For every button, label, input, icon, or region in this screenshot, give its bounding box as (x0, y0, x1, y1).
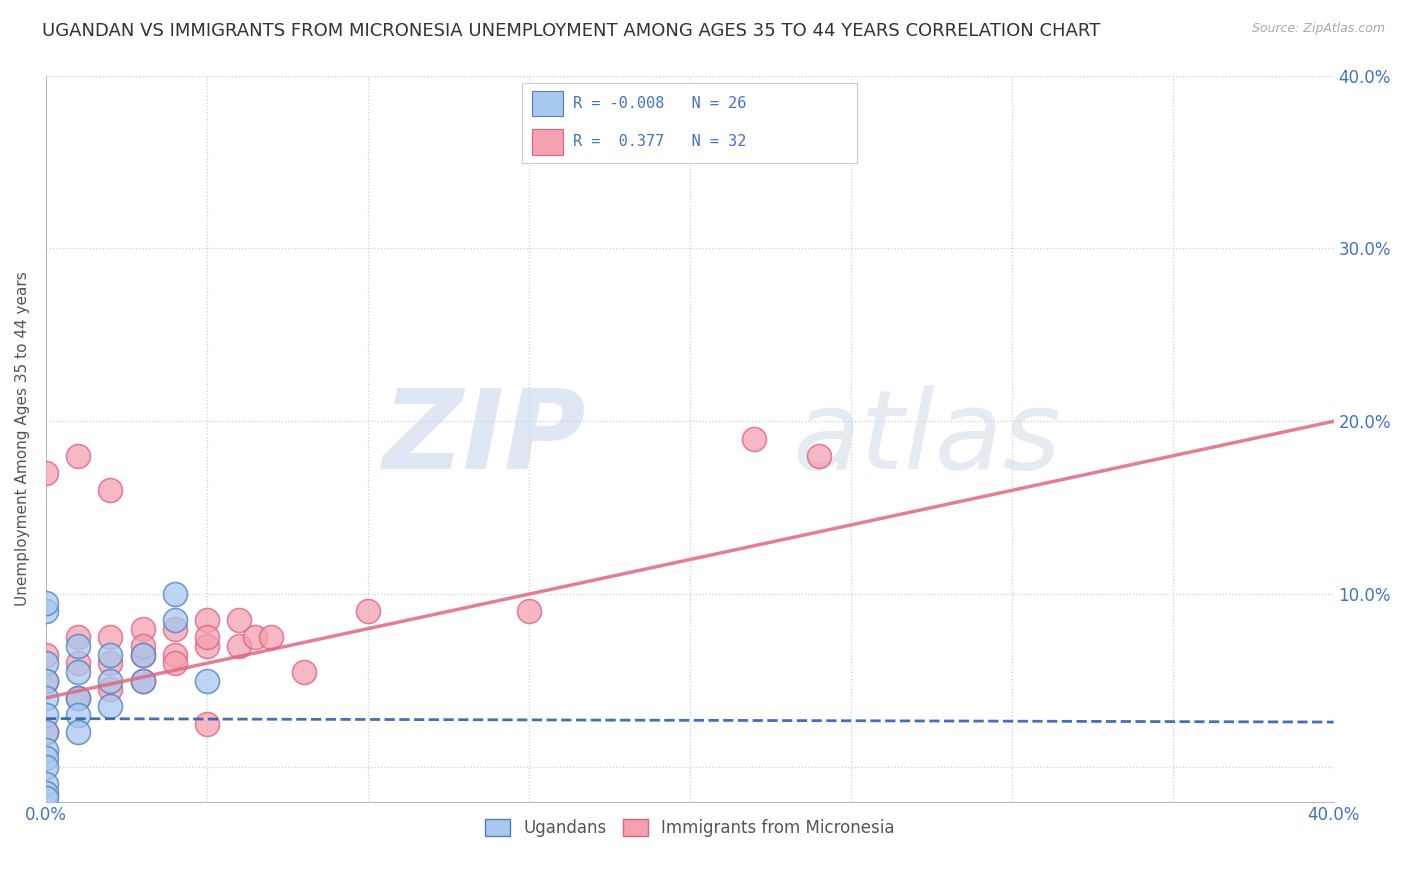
Point (67, 657, 90, 671)
Y-axis label: Unemployment Among Ages 35 to 44 years: Unemployment Among Ages 35 to 44 years (15, 271, 30, 606)
Point (35, 786, 58, 800)
Point (228, 613, 250, 627)
Text: UGANDAN VS IMMIGRANTS FROM MICRONESIA UNEMPLOYMENT AMONG AGES 35 TO 44 YEARS COR: UGANDAN VS IMMIGRANTS FROM MICRONESIA UN… (42, 22, 1101, 40)
Text: atlas: atlas (793, 385, 1062, 492)
Point (98, 657, 121, 671)
Point (195, 639, 218, 653)
Point (245, 631, 267, 645)
Text: Source: ZipAtlas.com: Source: ZipAtlas.com (1251, 22, 1385, 36)
Point (35, 725, 58, 739)
Point (195, 631, 218, 645)
Point (67, 449, 90, 463)
Point (35, 466, 58, 480)
Point (35, 725, 58, 739)
Point (67, 690, 90, 705)
Point (163, 613, 186, 627)
Point (67, 708, 90, 723)
Point (228, 639, 250, 653)
Point (35, 751, 58, 765)
Point (131, 622, 153, 636)
Point (35, 742, 58, 756)
Point (35, 791, 58, 805)
Point (98, 483, 121, 498)
Point (35, 777, 58, 791)
Legend: Ugandans, Immigrants from Micronesia: Ugandans, Immigrants from Micronesia (478, 813, 901, 844)
Point (98, 682, 121, 697)
Point (67, 639, 90, 653)
Point (292, 665, 315, 679)
Point (131, 639, 153, 653)
Point (35, 673, 58, 688)
Point (35, 604, 58, 618)
Point (163, 622, 186, 636)
Point (517, 604, 540, 618)
Point (163, 657, 186, 671)
Point (98, 699, 121, 714)
Point (131, 673, 153, 688)
Point (67, 725, 90, 739)
Point (67, 631, 90, 645)
Point (163, 587, 186, 601)
Point (742, 432, 765, 446)
Point (67, 690, 90, 705)
Point (67, 665, 90, 679)
Point (357, 604, 380, 618)
Point (35, 648, 58, 662)
Point (195, 673, 218, 688)
Point (131, 648, 153, 662)
Point (131, 673, 153, 688)
Point (35, 690, 58, 705)
Text: ZIP: ZIP (384, 385, 586, 492)
Point (195, 716, 218, 731)
Point (35, 657, 58, 671)
Point (35, 596, 58, 610)
Point (195, 613, 218, 627)
Point (98, 648, 121, 662)
Point (163, 648, 186, 662)
Point (260, 631, 283, 645)
Point (35, 760, 58, 774)
Point (98, 631, 121, 645)
Point (35, 708, 58, 723)
Point (98, 673, 121, 688)
Point (807, 449, 830, 463)
Point (131, 648, 153, 662)
Point (35, 673, 58, 688)
